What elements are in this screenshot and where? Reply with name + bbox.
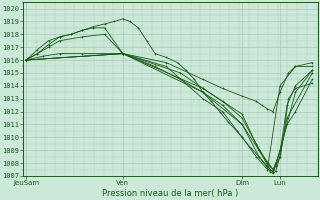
X-axis label: Pression niveau de la mer( hPa ): Pression niveau de la mer( hPa ): [102, 189, 239, 198]
